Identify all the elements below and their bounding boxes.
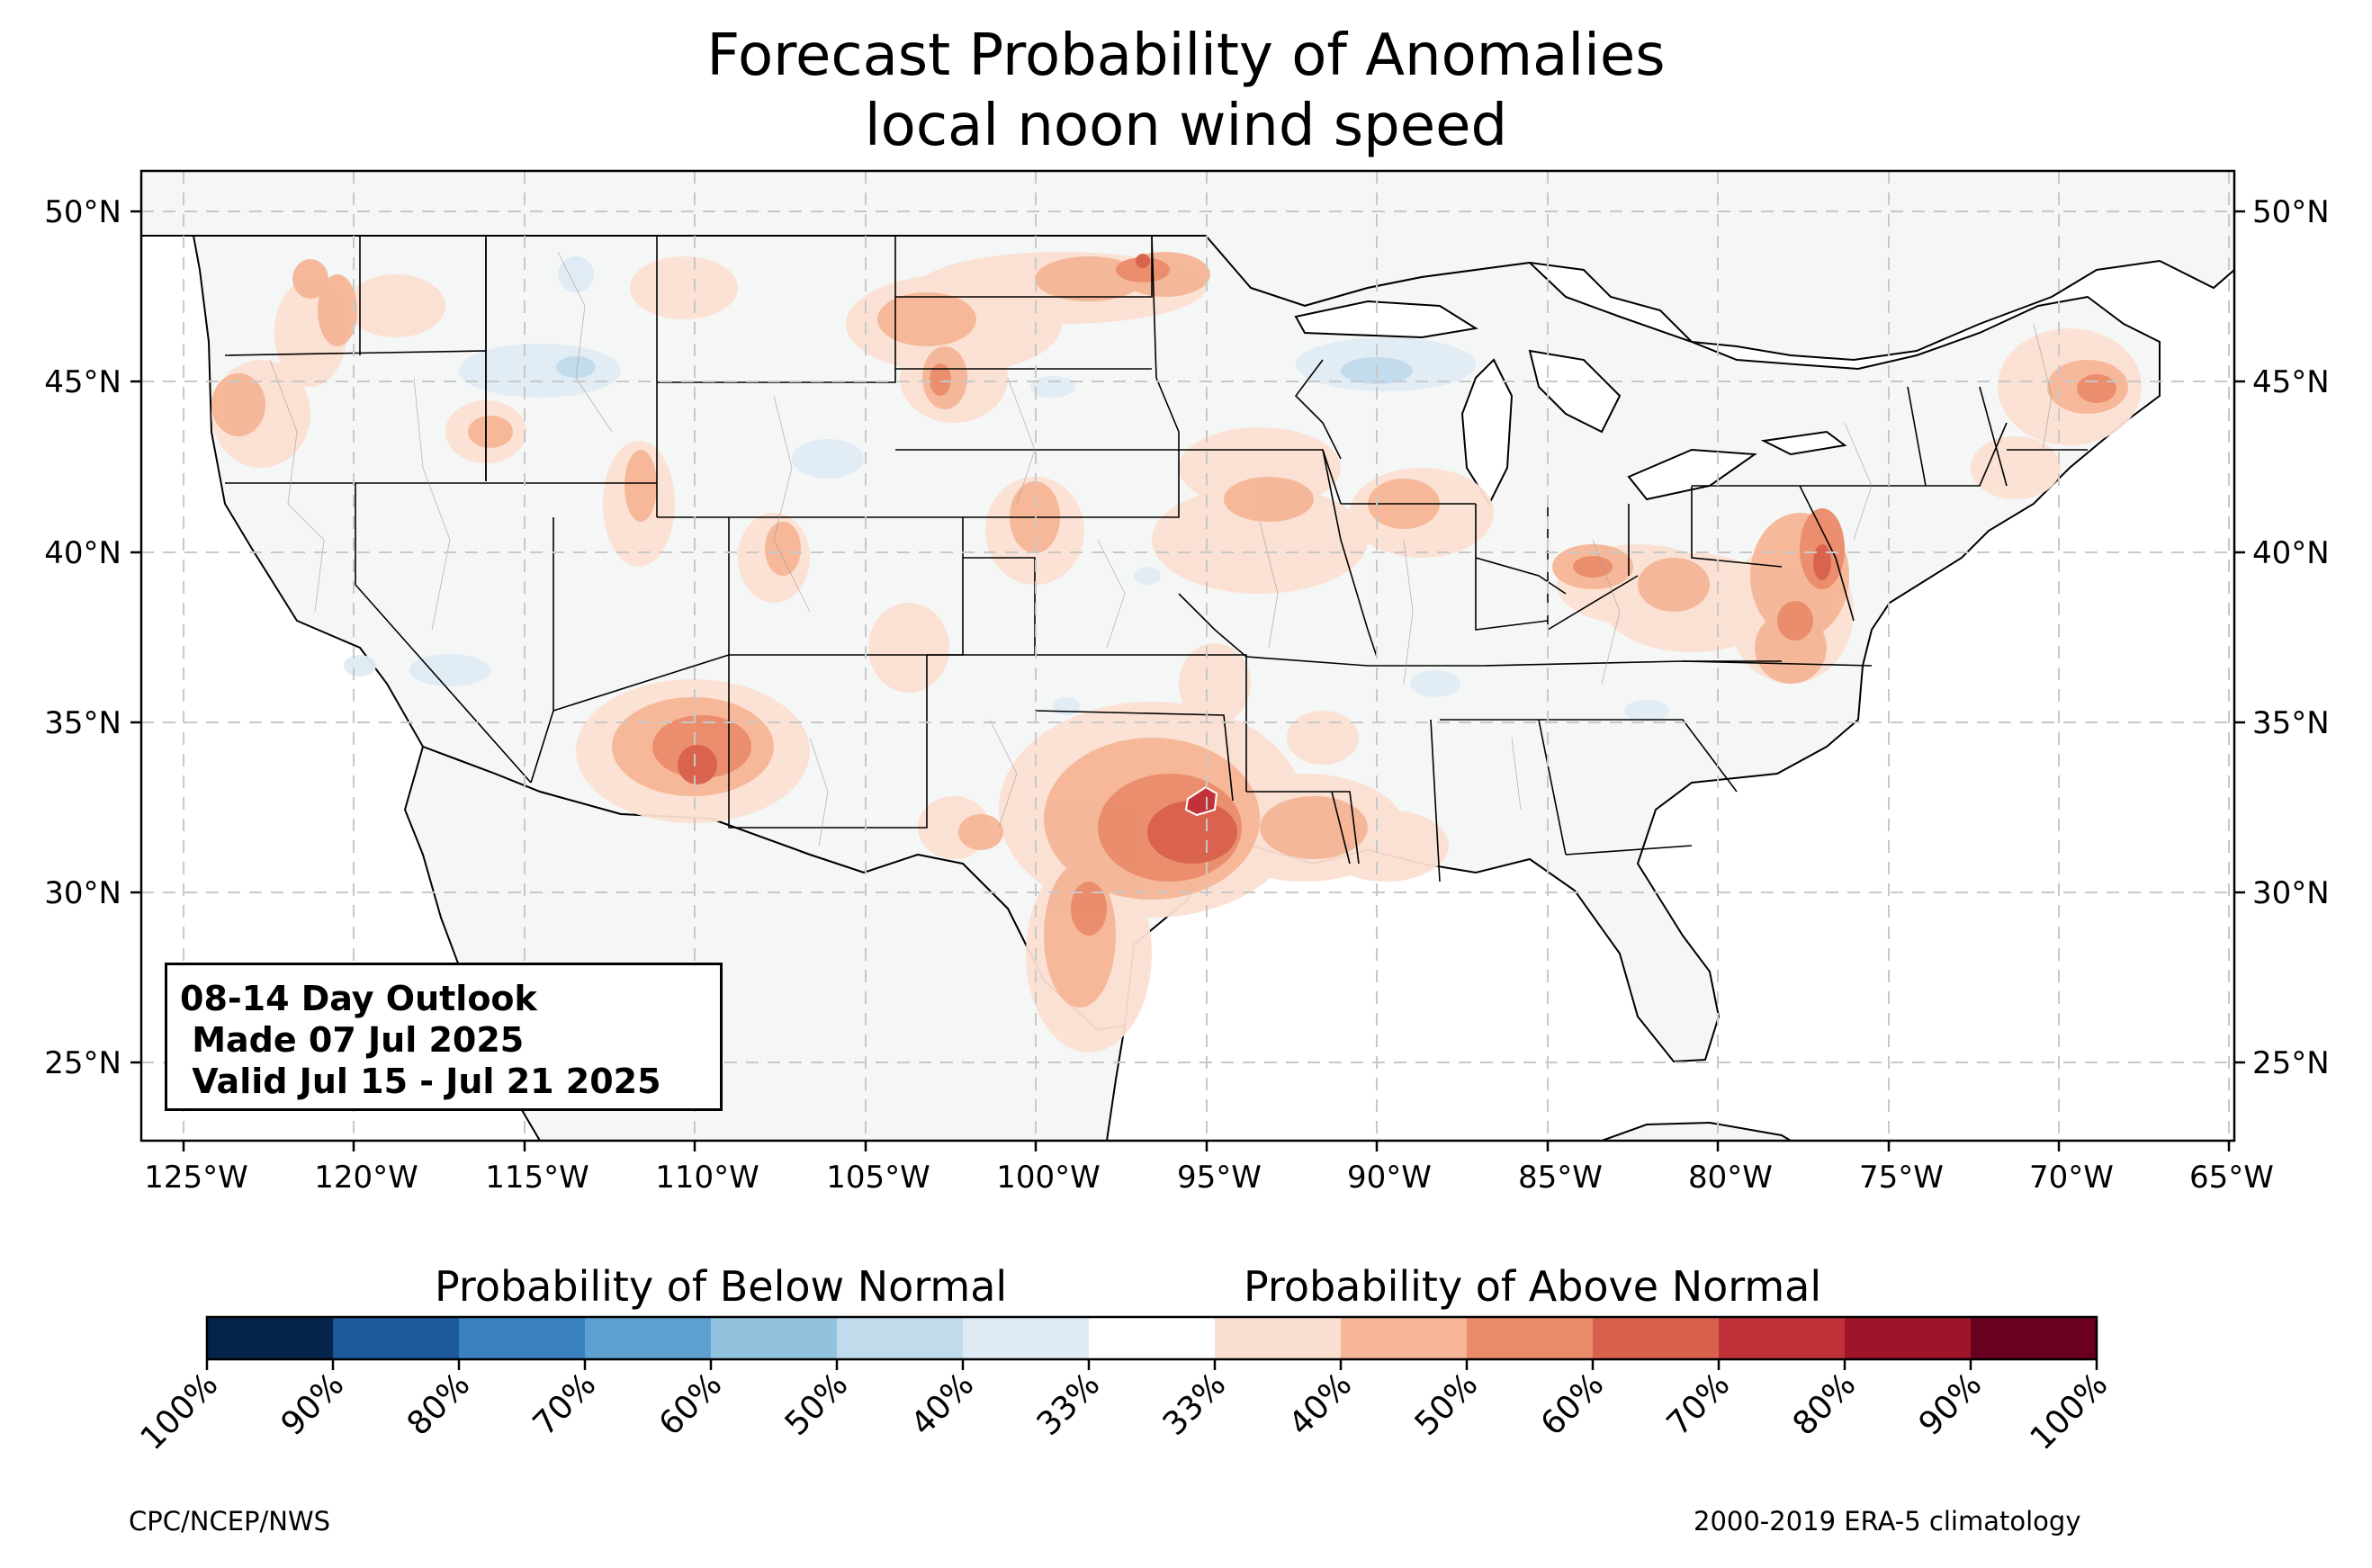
colorbar-tick-label: 70% [526,1366,604,1443]
lat-label-left: 25°N [44,1045,121,1081]
colorbar-cell [207,1317,334,1359]
colorbar-cell [333,1317,460,1359]
lon-label: 70°W [2029,1160,2114,1196]
colorbar-cell [1719,1317,1846,1359]
map-title: Forecast Probability of Anomalies [706,22,1666,89]
lon-label: 125°W [144,1160,248,1196]
colorbar-cell [1467,1317,1594,1359]
map-subtitle: local noon wind speed [864,93,1508,159]
colorbar-cell [1593,1317,1720,1359]
outlook-info-box: 08-14 Day Outlook Made 07 Jul 2025 Valid… [165,963,723,1111]
colorbar-tick-label: 33% [1156,1366,1234,1443]
colorbar-tick-label: 50% [778,1366,856,1443]
great-lakes [1294,300,1847,506]
lon-label: 85°W [1518,1160,1603,1196]
colorbar-tick-label: 80% [400,1366,478,1443]
outlook-made-date: Made 07 Jul 2025 [180,1020,525,1060]
colorbar-cell [837,1317,964,1359]
lon-label: 100°W [996,1160,1101,1196]
credit-right: 2000-2019 ERA-5 climatology [1694,1506,2081,1537]
lat-label-right: 35°N [2252,705,2330,741]
credit-left: CPC/NCEP/NWS [129,1506,331,1537]
above-normal-label: Probability of Above Normal [1244,1262,1822,1311]
lat-label-left: 35°N [44,705,121,741]
colorbar-ticks: 100% 90% 80% 70% 60% 50% 40% 33% 33% 40% 50% 60% 70%… [134,1359,2116,1457]
colorbar-tick-label: 90% [1912,1366,1990,1443]
colorbar-tick-label: 60% [1534,1366,1612,1443]
lon-label: 105°W [826,1160,930,1196]
colorbar-tick-label: 40% [904,1366,982,1443]
lon-label: 75°W [1859,1160,1944,1196]
lon-label: 95°W [1177,1160,1262,1196]
lat-label-right: 40°N [2252,535,2330,571]
colorbar-tick-label: 100% [134,1366,226,1457]
outlook-period: 08-14 Day Outlook [180,979,537,1018]
colorbar-frame [205,1315,2098,1361]
lon-label: 110°W [655,1160,759,1196]
colorbar-cell [1215,1317,1342,1359]
lon-label: 80°W [1688,1160,1773,1196]
lat-label-left: 50°N [44,194,121,230]
cuba-land [1601,1121,1792,1141]
lat-label-left: 45°N [44,364,121,400]
colorbar [207,1317,2098,1359]
lat-label-left: 40°N [44,535,121,571]
lat-label-right: 45°N [2252,364,2330,400]
colorbar-cell [1089,1317,1216,1359]
colorbar-tick-label: 50% [1408,1366,1486,1443]
colorbar-cell [459,1317,586,1359]
lat-label-right: 50°N [2252,194,2330,230]
colorbar-cell [1341,1317,1468,1359]
below-normal-label: Probability of Below Normal [435,1262,1008,1311]
probability-contours [211,252,2142,1053]
colorbar-cell [1845,1317,1972,1359]
colorbar-cell [585,1317,712,1359]
lat-label-right: 25°N [2252,1045,2330,1081]
lat-label-right: 30°N [2252,875,2330,911]
colorbar-tick-label: 60% [652,1366,730,1443]
outlook-valid-range: Valid Jul 15 - Jul 21 2025 [180,1062,661,1101]
lon-label: 90°W [1347,1160,1432,1196]
colorbar-tick-label: 40% [1282,1366,1360,1443]
colorbar-cell [963,1317,1090,1359]
lat-label-left: 30°N [44,875,121,911]
map-frame [139,169,2236,1142]
colorbar-tick-label: 90% [274,1366,352,1443]
colorbar-tick-label: 33% [1030,1366,1108,1443]
colorbar-cell [711,1317,838,1359]
county-lines [269,251,2053,847]
colorbar-tick-label: 70% [1660,1366,1738,1443]
colorbar-tick-label: 80% [1786,1366,1864,1443]
axis-ticks [130,210,2245,1151]
colorbar-tick-label: 100% [2024,1366,2116,1457]
lon-label: 115°W [485,1160,589,1196]
lon-label: 65°W [2189,1160,2274,1196]
state-boundaries [224,235,2088,883]
colorbar-cell [1971,1317,2098,1359]
lon-label: 120°W [314,1160,418,1196]
